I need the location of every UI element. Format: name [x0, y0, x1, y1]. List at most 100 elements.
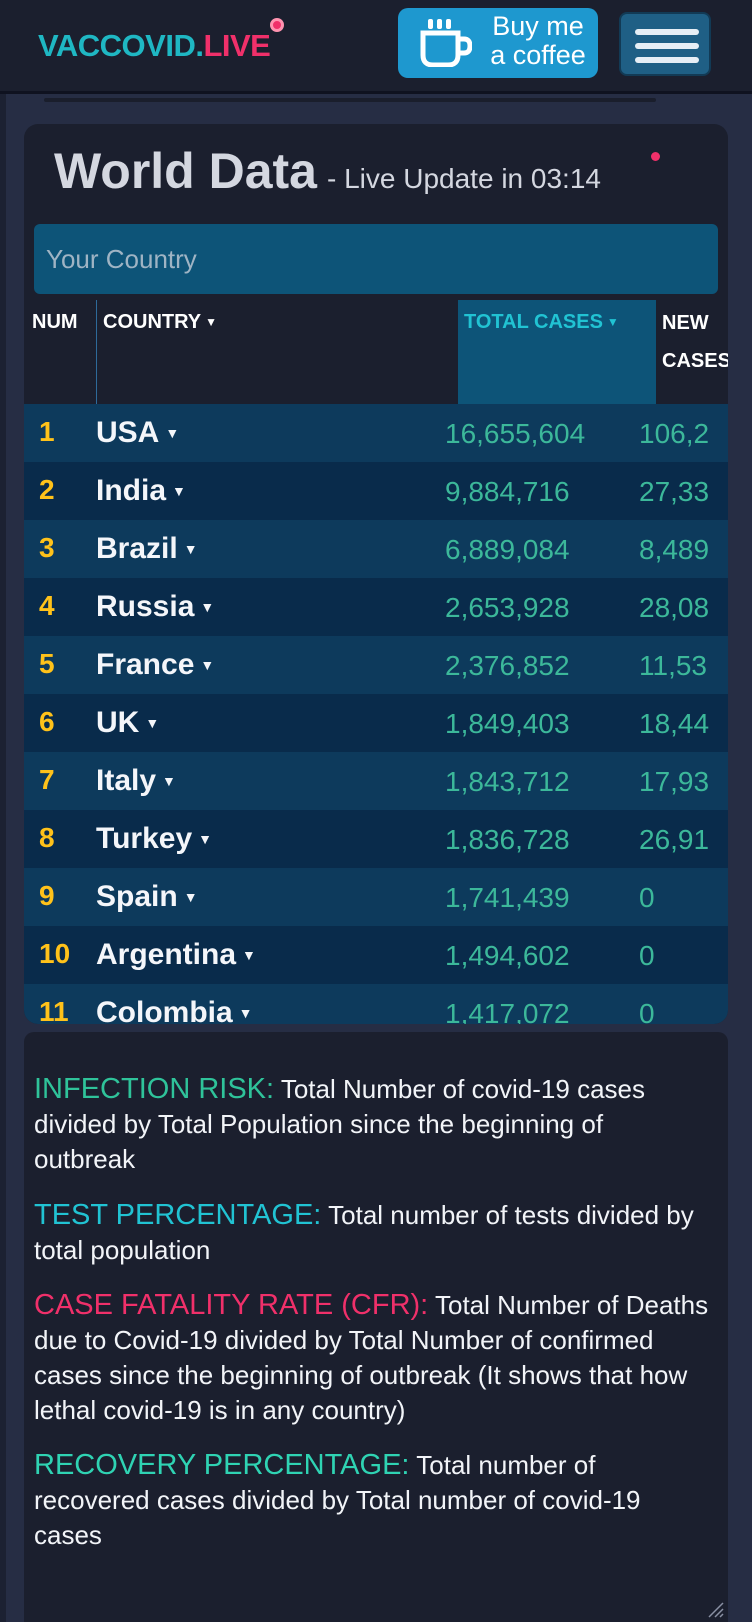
row-total-cases: 2,376,852	[445, 650, 570, 681]
table-header: NUM COUNTRY ▼ TOTAL CASES ▼ NEW CASES	[24, 300, 728, 404]
row-country-label: Turkey	[96, 822, 193, 855]
expand-caret-icon: ▼	[162, 773, 176, 789]
expand-caret-icon: ▼	[165, 425, 180, 441]
row-country[interactable]: France ▼	[96, 648, 214, 682]
row-rank: 5	[39, 648, 55, 679]
definition-key: TEST PERCENTAGE:	[34, 1199, 322, 1231]
row-country[interactable]: USA ▼	[96, 416, 179, 450]
sort-caret-icon: ▼	[606, 315, 619, 329]
row-total-cases: 1,417,072	[445, 998, 570, 1024]
hamburger-menu-button[interactable]	[619, 12, 711, 76]
table-row[interactable]: 10 Argentina ▼ 1,494,602 0	[24, 926, 728, 984]
row-new-cases: 27,33	[639, 476, 710, 507]
row-country-label: France	[96, 648, 195, 681]
expand-caret-icon: ▼	[183, 889, 198, 905]
row-country-label: Brazil	[96, 532, 178, 565]
definition-infection-risk: INFECTION RISK: Total Number of covid-19…	[34, 1072, 710, 1177]
row-country-label: Italy	[96, 764, 157, 797]
definition-key: CASE FATALITY RATE (CFR):	[34, 1289, 429, 1321]
expand-caret-icon: ▼	[242, 947, 256, 963]
definition-text: Total Number of Deaths due to Covid-19 d…	[34, 1290, 709, 1425]
left-rail	[0, 94, 6, 1622]
table-row[interactable]: 6 UK ▼ 1,849,403 18,44	[24, 694, 728, 752]
row-total-cases: 6,889,084	[445, 534, 570, 565]
row-new-cases: 106,2	[639, 418, 710, 449]
expand-caret-icon: ▼	[200, 599, 215, 615]
table-row[interactable]: 3 Brazil ▼ 6,889,084 8,489	[24, 520, 728, 578]
row-new-cases: 26,91	[639, 824, 710, 855]
coffee-cup-icon	[420, 19, 472, 67]
row-total-cases: 1,494,602	[445, 940, 570, 971]
world-data-header: World Data - Live Update in 03:14	[54, 142, 601, 200]
resize-grip-icon[interactable]	[706, 1600, 724, 1618]
definition-text: Total Number of covid-19 cases divided b…	[34, 1074, 645, 1174]
row-country[interactable]: UK ▼	[96, 706, 159, 740]
coffee-button-label: Buy me a coffee	[482, 12, 594, 70]
column-header-total-cases[interactable]: TOTAL CASES ▼	[458, 300, 656, 404]
country-search-input[interactable]	[34, 224, 718, 294]
definition-key: RECOVERY PERCENTAGE:	[34, 1449, 410, 1481]
table-row[interactable]: 9 Spain ▼ 1,741,439 0	[24, 868, 728, 926]
row-total-cases: 9,884,716	[445, 476, 570, 507]
row-rank: 10	[39, 938, 71, 969]
column-header-num[interactable]: NUM	[32, 311, 78, 333]
row-total-cases: 16,655,604	[445, 418, 586, 449]
definitions-panel: INFECTION RISK: Total Number of covid-19…	[24, 1032, 728, 1622]
row-rank: 1	[39, 416, 55, 447]
row-country[interactable]: Argentina ▼	[96, 938, 256, 972]
row-total-cases: 1,849,403	[445, 708, 570, 739]
expand-caret-icon: ▼	[183, 541, 198, 557]
row-country[interactable]: Colombia ▼	[96, 996, 253, 1024]
table-row[interactable]: 5 France ▼ 2,376,852 11,53	[24, 636, 728, 694]
row-total-cases: 1,836,728	[445, 824, 570, 855]
table-row[interactable]: 8 Turkey ▼ 1,836,728 26,91	[24, 810, 728, 868]
row-country[interactable]: Brazil ▼	[96, 532, 198, 566]
row-new-cases: 17,93	[639, 766, 710, 797]
definition-recovery-percentage: RECOVERY PERCENTAGE: Total number of rec…	[34, 1448, 710, 1553]
live-update-countdown: - Live Update in 03:14	[327, 163, 601, 194]
column-header-country[interactable]: COUNTRY ▼	[96, 300, 470, 404]
table-row[interactable]: 2 India ▼ 9,884,716 27,33	[24, 462, 728, 520]
row-country-label: USA	[96, 416, 160, 449]
row-country[interactable]: Spain ▼	[96, 880, 198, 914]
row-total-cases: 1,741,439	[445, 882, 570, 913]
row-country[interactable]: Russia ▼	[96, 590, 214, 624]
row-country-label: Argentina	[96, 938, 237, 971]
sort-caret-icon: ▼	[205, 315, 218, 329]
definition-test-percentage: TEST PERCENTAGE: Total number of tests d…	[34, 1198, 710, 1268]
live-dot-icon	[270, 18, 285, 32]
hamburger-icon-bar	[635, 29, 699, 35]
column-header-new-cases[interactable]: NEW CASES	[662, 300, 728, 404]
expand-caret-icon: ▼	[145, 715, 160, 731]
site-logo[interactable]: VACCOVID.LIVE	[38, 18, 285, 64]
row-country[interactable]: Turkey ▼	[96, 822, 212, 856]
country-table-body[interactable]: 1 USA ▼ 16,655,604 106,2 2 India ▼ 9,884,7…	[24, 404, 728, 1024]
column-header-country-label: COUNTRY	[103, 311, 202, 333]
table-row[interactable]: 11 Colombia ▼ 1,417,072 0	[24, 984, 728, 1024]
row-rank: 2	[39, 474, 55, 505]
table-row[interactable]: 7 Italy ▼ 1,843,712 17,93	[24, 752, 728, 810]
row-new-cases: 0	[639, 940, 655, 971]
row-country-label: Colombia	[96, 996, 233, 1024]
buy-me-a-coffee-button[interactable]: Buy me a coffee	[398, 8, 598, 78]
row-country[interactable]: Italy ▼	[96, 764, 176, 798]
expand-caret-icon: ▼	[200, 657, 215, 673]
row-rank: 7	[39, 764, 55, 795]
live-indicator-icon	[651, 152, 660, 161]
row-country-label: Spain	[96, 880, 178, 913]
definition-text: Total number of recovered cases divided …	[34, 1450, 641, 1550]
top-bar: VACCOVID.LIVE Buy me a coffee	[0, 0, 752, 94]
row-new-cases: 18,44	[639, 708, 710, 739]
row-rank: 3	[39, 532, 55, 563]
expand-caret-icon: ▼	[198, 831, 213, 847]
row-country-label: India	[96, 474, 167, 507]
column-header-total-label: TOTAL CASES	[464, 311, 603, 333]
row-country[interactable]: India ▼	[96, 474, 186, 508]
row-country-label: UK	[96, 706, 140, 739]
row-total-cases: 1,843,712	[445, 766, 570, 797]
table-row[interactable]: 1 USA ▼ 16,655,604 106,2	[24, 404, 728, 462]
table-row[interactable]: 4 Russia ▼ 2,653,928 28,08	[24, 578, 728, 636]
row-new-cases: 28,08	[639, 592, 710, 623]
column-header-new-line2: CASES	[662, 350, 728, 372]
row-new-cases: 0	[639, 882, 655, 913]
